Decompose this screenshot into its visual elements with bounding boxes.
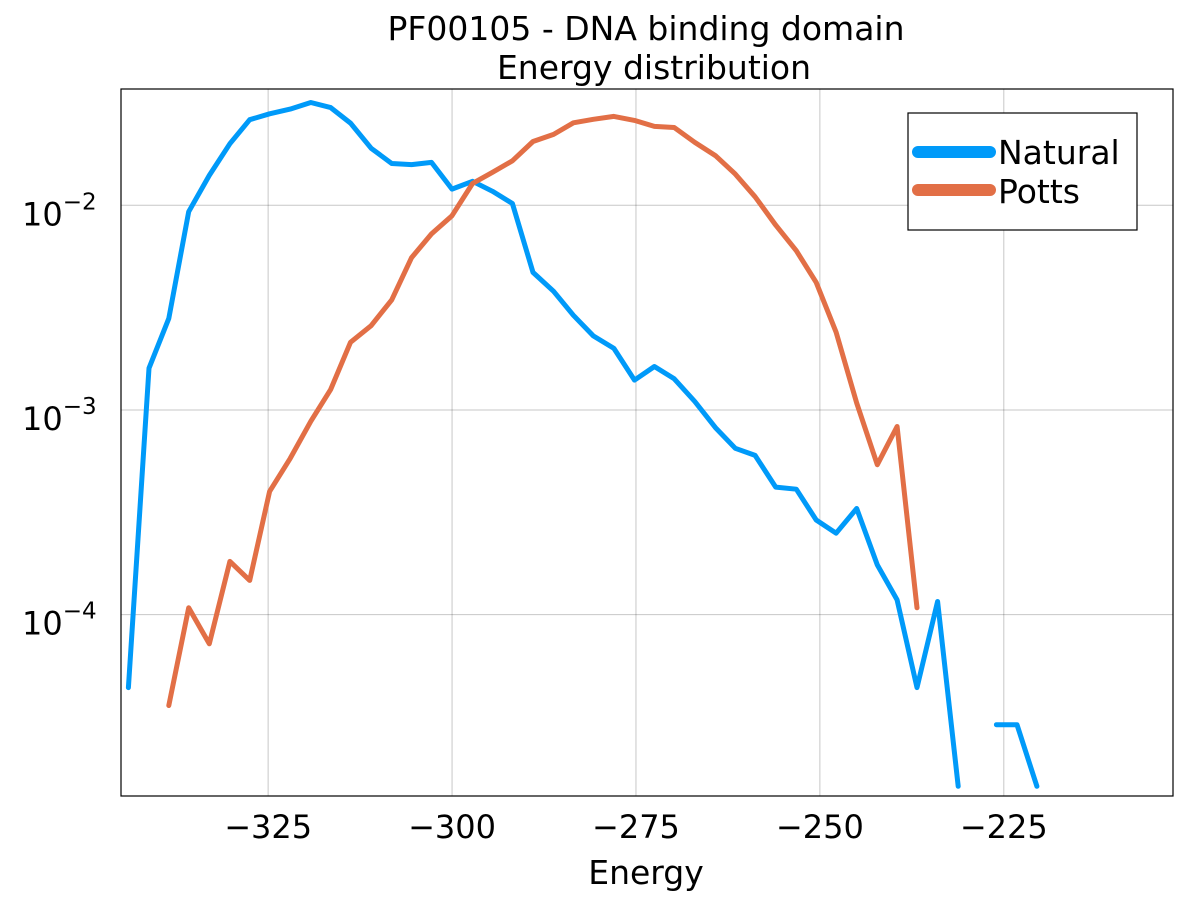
x-tick-label: −275	[592, 808, 680, 846]
x-tick-label: −250	[776, 808, 864, 846]
x-axis-label: Energy	[588, 853, 704, 892]
grid-lines	[121, 89, 1173, 796]
x-tick-label: −300	[408, 808, 496, 846]
legend-box	[907, 112, 1138, 231]
plot-frame	[120, 88, 1174, 797]
x-tick-label: −225	[960, 808, 1048, 846]
legend-label-natural: Natural	[998, 133, 1120, 172]
x-tick-label: −325	[224, 808, 312, 846]
legend: Natural Potts	[907, 112, 1138, 231]
x-tick-labels: −325 −300 −275 −250 −225	[224, 808, 1048, 846]
chart-subtitle: Energy distribution	[497, 48, 811, 87]
series-lines	[125, 100, 1040, 789]
chart-title: PF00105 - DNA binding domain	[388, 9, 905, 48]
legend-label-potts: Potts	[998, 172, 1080, 211]
series-line-potts	[166, 113, 920, 708]
series-line-natural	[125, 100, 1040, 789]
